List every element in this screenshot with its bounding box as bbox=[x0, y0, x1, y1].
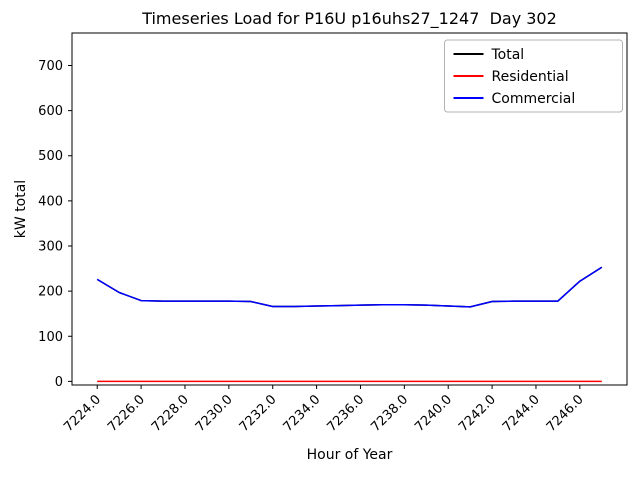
legend-label-total: Total bbox=[491, 47, 525, 63]
x-tick-label: 7230.0 bbox=[193, 392, 236, 435]
chart-title: Timeseries Load for P16U p16uhs27_1247 D… bbox=[142, 9, 557, 28]
x-tick-label: 7228.0 bbox=[149, 392, 192, 435]
x-tick-label: 7236.0 bbox=[325, 392, 368, 435]
axes-frame bbox=[71, 32, 628, 386]
legend-label-commercial: Commercial bbox=[492, 91, 576, 107]
y-tick-label: 700 bbox=[38, 59, 63, 74]
x-tick-label: 7224.0 bbox=[61, 392, 104, 435]
x-tick-label: 7242.0 bbox=[456, 392, 499, 435]
x-tick-label: 7234.0 bbox=[281, 392, 324, 435]
x-axis-label: Hour of Year bbox=[306, 447, 393, 463]
x-tick-label: 7240.0 bbox=[412, 392, 455, 435]
y-tick-label: 100 bbox=[38, 330, 63, 345]
legend-label-residential: Residential bbox=[492, 69, 569, 85]
y-tick-label: 500 bbox=[38, 149, 63, 164]
y-tick-label: 300 bbox=[38, 240, 63, 255]
x-tick-label: 7232.0 bbox=[237, 392, 280, 435]
x-tick-label: 7226.0 bbox=[105, 392, 148, 435]
y-tick-label: 0 bbox=[55, 375, 63, 390]
x-tick-label: 7238.0 bbox=[368, 392, 411, 435]
series-line-commercial bbox=[96, 266, 603, 308]
y-tick-label: 200 bbox=[38, 285, 63, 300]
legend-box bbox=[444, 39, 623, 113]
x-tick-label: 7246.0 bbox=[544, 392, 587, 435]
x-tick-label: 7244.0 bbox=[500, 392, 543, 435]
y-tick-label: 400 bbox=[38, 194, 63, 209]
y-tick-label: 600 bbox=[38, 104, 63, 119]
